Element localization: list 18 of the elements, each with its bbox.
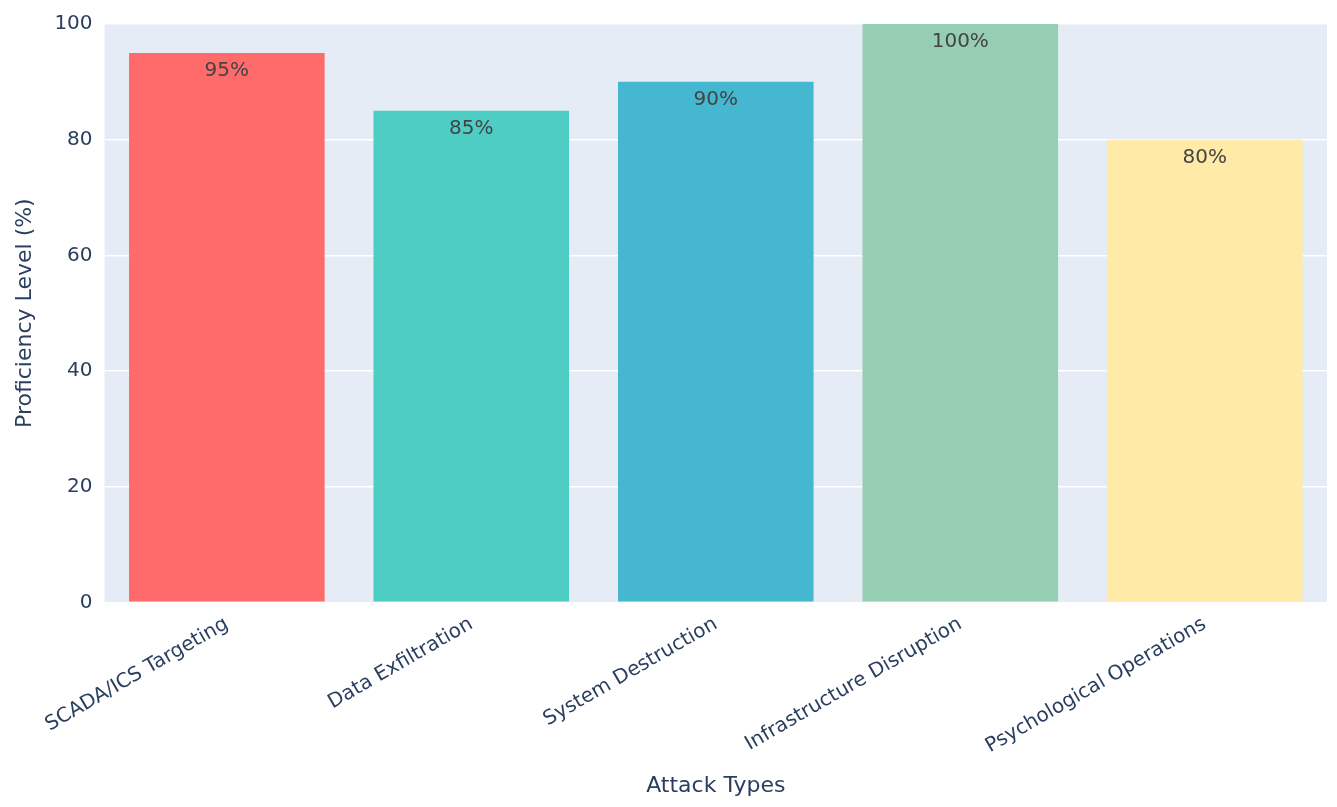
y-tick-label: 60 <box>67 241 93 266</box>
y-tick-label: 100 <box>54 10 93 35</box>
data-label: 85% <box>449 114 494 139</box>
y-axis-title: Proficiency Level (%) <box>10 198 36 428</box>
y-tick-label: 80 <box>67 125 93 150</box>
bar <box>862 24 1059 602</box>
y-tick-label: 20 <box>67 472 93 497</box>
bar <box>129 52 325 602</box>
data-label: 100% <box>931 28 989 53</box>
data-label: 95% <box>204 57 250 82</box>
x-axis-title: Attack Types <box>646 771 786 797</box>
y-tick-label: 40 <box>67 357 93 382</box>
bar <box>373 110 570 602</box>
data-label: 80% <box>1182 143 1227 168</box>
bar <box>1106 139 1303 602</box>
bar <box>617 81 814 602</box>
data-label: 90% <box>693 86 739 111</box>
y-tick-label: 0 <box>79 588 93 613</box>
